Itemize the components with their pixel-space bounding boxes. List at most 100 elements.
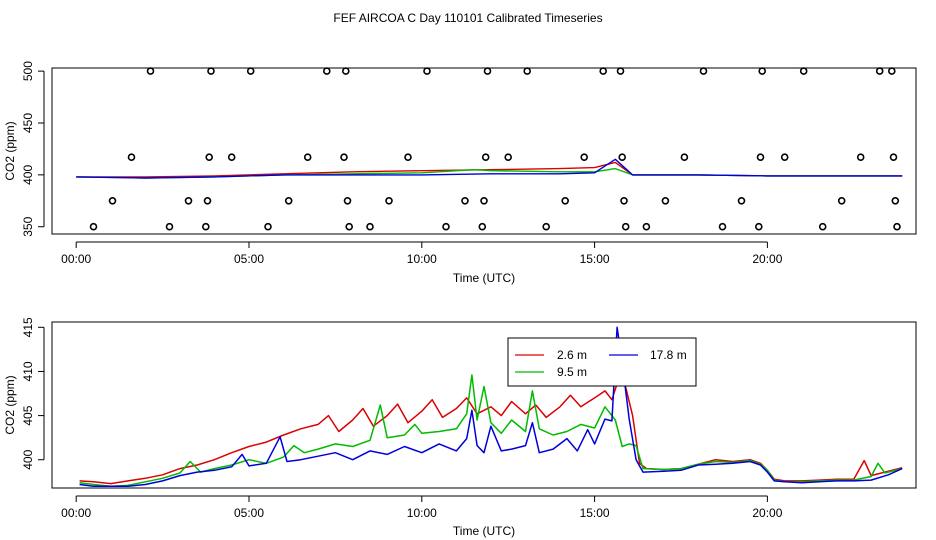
calibration-point	[680, 153, 689, 161]
calibration-point	[758, 67, 767, 75]
calibration-point	[618, 153, 627, 161]
calibration-point	[699, 67, 708, 75]
top-x-tick-label: 20:00	[752, 252, 782, 266]
calibration-point	[127, 153, 136, 161]
top-panel: 00:00 05:00 10:00 15:00 20:00 350 400 450 500 T…	[3, 61, 917, 285]
calibration-point	[341, 67, 350, 75]
calibration-point	[756, 153, 765, 161]
calibration-point	[404, 153, 412, 161]
top-line-series-0	[76, 161, 903, 178]
bottom-y-tick-label: 405	[21, 405, 35, 425]
calibration-point	[504, 153, 513, 161]
calibration-point	[461, 197, 469, 205]
calibration-point	[322, 67, 331, 75]
bottom-y-tick-label: 400	[21, 449, 35, 469]
chart-title: FEF AIRCOA C Day 110101 Calibrated Times…	[333, 11, 602, 25]
calibration-point	[887, 67, 896, 75]
bottom-x-tick-label: 05:00	[234, 506, 264, 520]
bottom-line-2-6-m	[79, 377, 903, 485]
calibration-point	[423, 67, 431, 75]
bottom-x-tick-label: 20:00	[752, 506, 782, 520]
calibration-point	[891, 197, 900, 205]
calibration-point	[205, 153, 213, 161]
top-y-tick-label: 450	[21, 113, 35, 133]
top-x-axis-label: Time (UTC)	[453, 271, 515, 285]
calibration-point	[442, 222, 450, 231]
top-y-axis-label: CO2 (ppm)	[3, 121, 17, 180]
top-y-tick-label: 350	[21, 216, 35, 236]
calibration-point	[620, 197, 628, 205]
calibration-point	[780, 153, 789, 161]
calibration-point	[718, 222, 727, 231]
calibration-point	[561, 197, 570, 205]
bottom-y-axis-label: CO2 (ppm)	[3, 375, 17, 434]
calibration-point	[599, 67, 608, 75]
calibration-point	[523, 67, 532, 75]
calibration-point	[818, 222, 827, 231]
calibration-point	[284, 197, 293, 205]
legend-label-17-8m: 17.8 m	[650, 348, 687, 362]
bottom-x-axis: 00:00 05:00 10:00 15:00 20:00	[61, 495, 783, 520]
calibration-point	[737, 197, 746, 205]
calibration-point	[893, 222, 901, 231]
calibration-point	[799, 67, 808, 75]
top-y-tick-label: 500	[21, 61, 35, 81]
calibration-point	[837, 197, 846, 205]
calibration-point	[303, 153, 312, 161]
bottom-y-axis: 400 405 410 415	[21, 317, 45, 470]
bottom-x-tick-label: 10:00	[407, 506, 437, 520]
calibration-point	[754, 222, 763, 231]
calibration-point	[875, 67, 884, 75]
bottom-line-17-8-m	[79, 326, 903, 487]
calibration-point	[366, 222, 374, 231]
bottom-y-tick-label: 415	[21, 317, 35, 337]
calibration-point	[343, 197, 352, 205]
calibration-point	[184, 197, 193, 205]
calibration-point	[580, 153, 589, 161]
calibration-point	[89, 222, 98, 231]
bottom-series-lines	[79, 326, 903, 487]
calibration-point	[481, 153, 490, 161]
legend: 2.6 m 9.5 m 17.8 m	[507, 337, 697, 387]
calibration-point	[246, 67, 255, 75]
calibration-point	[616, 67, 625, 75]
bottom-x-tick-label: 15:00	[580, 506, 610, 520]
calibration-point	[202, 222, 210, 231]
top-y-tick-label: 400	[21, 165, 35, 185]
calibration-point	[483, 67, 492, 75]
calibration-point	[207, 67, 215, 75]
top-y-axis: 350 400 450 500	[21, 61, 45, 237]
bottom-x-tick-label: 00:00	[61, 506, 91, 520]
top-series-lines	[76, 158, 903, 179]
calibration-point	[340, 153, 348, 161]
calibration-point	[203, 197, 212, 205]
calibration-point	[856, 153, 865, 161]
calibration-point	[227, 153, 236, 161]
top-x-axis: 00:00 05:00 10:00 15:00 20:00	[61, 241, 783, 266]
calibration-point	[480, 197, 488, 205]
calibration-point	[661, 197, 670, 205]
calibration-point	[146, 67, 155, 75]
top-plot-frame	[51, 67, 917, 235]
calibration-point	[165, 222, 174, 231]
top-x-tick-label: 10:00	[407, 252, 437, 266]
bottom-y-tick-label: 410	[21, 361, 35, 381]
bottom-x-axis-label: Time (UTC)	[453, 524, 515, 538]
calibration-point	[345, 222, 354, 231]
calibration-point	[264, 222, 272, 231]
top-line-series-2	[76, 158, 903, 179]
calibration-point	[642, 222, 651, 231]
top-x-tick-label: 00:00	[61, 252, 91, 266]
top-x-tick-label: 15:00	[580, 252, 610, 266]
top-x-tick-label: 05:00	[234, 252, 264, 266]
legend-box	[507, 337, 697, 387]
calibration-point	[889, 153, 898, 161]
bottom-line-9-5-m	[79, 374, 903, 487]
top-circle-markers	[89, 67, 901, 231]
calibration-point	[542, 222, 551, 231]
legend-label-9-5m: 9.5 m	[557, 365, 587, 379]
calibration-point	[385, 197, 393, 205]
calibration-point	[108, 197, 117, 205]
bottom-panel: 00:00 05:00 10:00 15:00 20:00 400 405 410 415 T…	[3, 317, 917, 538]
